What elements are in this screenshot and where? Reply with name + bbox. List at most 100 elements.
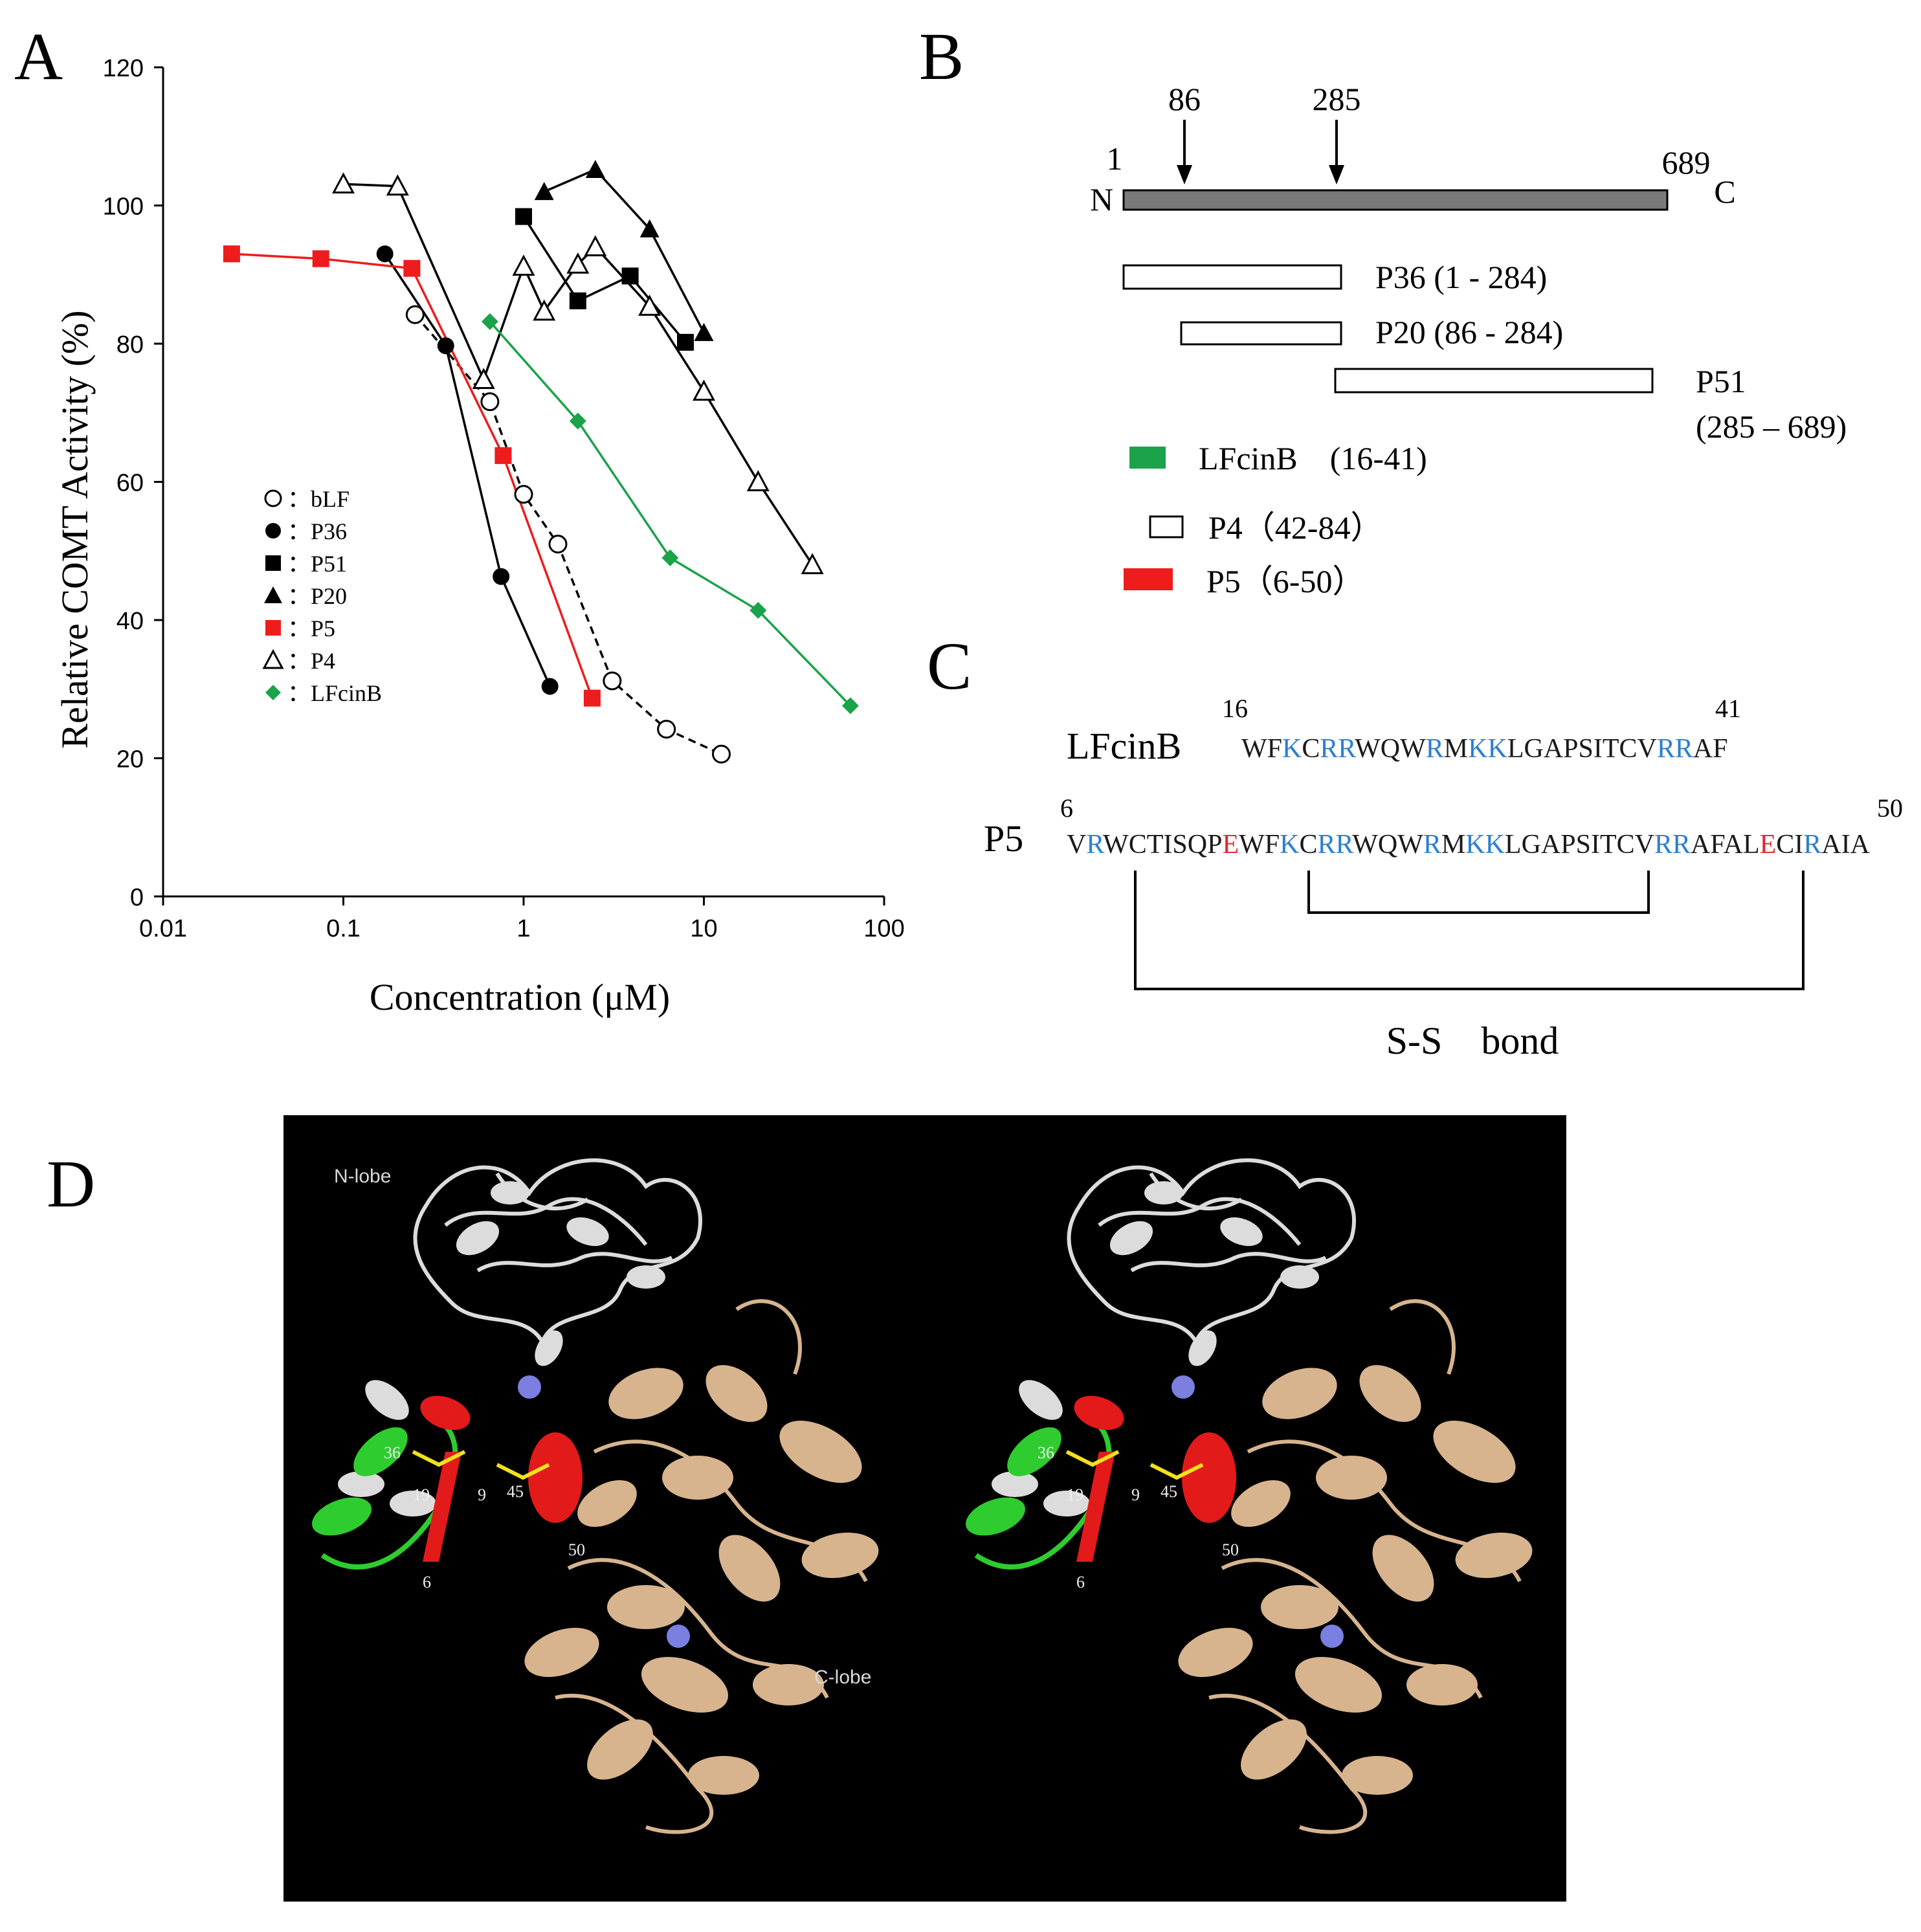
legend-swatch-p4 — [1149, 515, 1184, 539]
lfcinb-seq-name: LFcinB — [1067, 725, 1181, 767]
residue: R — [1657, 734, 1675, 764]
residue: E — [1760, 830, 1777, 860]
residue-label-36-left: 36 — [384, 1443, 401, 1462]
data-point-p36 — [541, 678, 559, 695]
residue-label-50-left: 50 — [568, 1540, 585, 1559]
data-point-p4 — [512, 254, 535, 276]
residue-label-6-left: 6 — [423, 1573, 431, 1592]
chart-legend: ：bLF ：P36 ：P51 ：P20 ：P5 ：P4 ：LFcinB — [262, 486, 382, 706]
chart-axes: 0 20 40 60 80 100 120 0.01 0.1 1 10 100 — [103, 55, 905, 942]
legend-label-p4: ：P4 — [287, 648, 335, 674]
residue: R — [1654, 830, 1672, 860]
residue: W — [1239, 830, 1265, 860]
data-point-p51 — [569, 292, 586, 309]
residue: E — [1222, 830, 1239, 860]
end-residue: 689 — [1662, 144, 1711, 181]
residue: S — [1579, 734, 1593, 764]
legend-swatch-lfcinb — [1129, 447, 1166, 469]
residue: W — [1103, 830, 1129, 860]
data-point-p4 — [692, 379, 716, 401]
legend-marker-p20 — [264, 586, 282, 603]
residue: Q — [1381, 734, 1400, 764]
residue: T — [1600, 830, 1617, 860]
p5-sequence: VRWCTISQPEWFKCRRWQWRMKKLGAPSITCVRRAFALEC… — [1067, 830, 1871, 860]
residue: F — [1710, 830, 1724, 860]
panel-letter-c: C — [927, 629, 972, 704]
residue: I — [1841, 830, 1850, 860]
residue: I — [1163, 830, 1172, 860]
residue: G — [1524, 734, 1543, 764]
fragment-bar-p36 — [1122, 264, 1342, 290]
series-line-p20 — [544, 168, 705, 333]
full-length-protein-bar — [1122, 189, 1669, 211]
legend-label-p36: ：P36 — [287, 518, 347, 544]
data-point-p4 — [638, 294, 661, 316]
data-point-blf — [711, 744, 731, 764]
n-terminus: N — [1090, 181, 1113, 217]
series-line-blf — [414, 314, 722, 755]
stereo-view-right — [960, 1160, 1536, 1832]
data-point-blf — [480, 392, 500, 412]
legend-marker-lfcinb — [265, 685, 281, 700]
fragment-bar-p51 — [1334, 368, 1654, 394]
residue: F — [1267, 734, 1282, 764]
residue: W — [1241, 734, 1267, 764]
residue-label-9-left: 9 — [478, 1485, 486, 1504]
arrow-285-head — [1329, 165, 1344, 184]
y-tick-label: 100 — [103, 194, 144, 221]
fragment-label-p51: P51 — [1696, 363, 1746, 399]
disulfide-bond-inner — [1307, 871, 1650, 914]
data-point-p5 — [403, 260, 421, 277]
residue: S — [1172, 830, 1187, 860]
data-point-p5 — [583, 689, 601, 707]
residue: W — [1397, 830, 1423, 860]
residue: C — [1617, 830, 1635, 860]
x-tick-label: 0.01 — [139, 915, 187, 942]
p5-start-number: 6 — [1060, 794, 1073, 823]
data-point-p36 — [437, 337, 454, 355]
residue: A — [1724, 830, 1744, 860]
residue: A — [1850, 830, 1871, 860]
legend-swatch-p5 — [1124, 568, 1173, 590]
data-point-p51 — [621, 267, 639, 285]
y-tick-label: 20 — [117, 746, 144, 773]
legend-marker-blf — [264, 489, 282, 507]
legend-label-p5: P5（6-50） — [1206, 563, 1364, 599]
legend-label-p51: ：P51 — [287, 551, 347, 577]
arrow-label-86: 86 — [1168, 81, 1201, 117]
legend-marker-p51 — [265, 555, 281, 571]
data-point-blf — [603, 671, 622, 691]
residue: T — [1147, 830, 1164, 860]
data-point-lfcinb — [750, 602, 767, 619]
series-line-lfcinb — [489, 320, 852, 707]
legend-label-lfcinb: ：LFcinB — [287, 680, 382, 706]
legend-marker-p4 — [262, 649, 284, 669]
c-terminus: C — [1714, 173, 1735, 210]
residue: C — [1776, 830, 1794, 860]
residue: R — [1338, 734, 1356, 764]
data-point-p51 — [676, 333, 694, 351]
data-point-p20 — [534, 182, 554, 201]
fragment-bar-p20 — [1180, 321, 1342, 346]
legend-marker-p5 — [265, 620, 281, 636]
data-point-blf — [548, 535, 568, 554]
data-point-p4 — [533, 299, 556, 321]
x-tick-label: 100 — [863, 915, 904, 942]
data-point-p4 — [331, 172, 355, 194]
residue: K — [1468, 734, 1487, 764]
start-residue: 1 — [1107, 140, 1123, 177]
residue: R — [1335, 830, 1353, 860]
disulfide-bond-outer — [1134, 871, 1804, 990]
data-point-p4 — [801, 553, 824, 575]
legend-label-lfcinb: LFcinB (16-41) — [1199, 440, 1427, 476]
arrow-label-285: 285 — [1313, 81, 1361, 117]
residue: C — [1302, 734, 1320, 764]
legend-label-p4: P4（42-84） — [1208, 509, 1382, 546]
data-point-p4 — [386, 174, 409, 196]
residue: W — [1352, 830, 1378, 860]
residue: A — [1544, 734, 1564, 764]
residue: I — [1593, 734, 1603, 764]
data-point-p4 — [584, 235, 607, 257]
residue-label-19-left: 19 — [413, 1485, 430, 1504]
residue: Q — [1188, 830, 1207, 860]
